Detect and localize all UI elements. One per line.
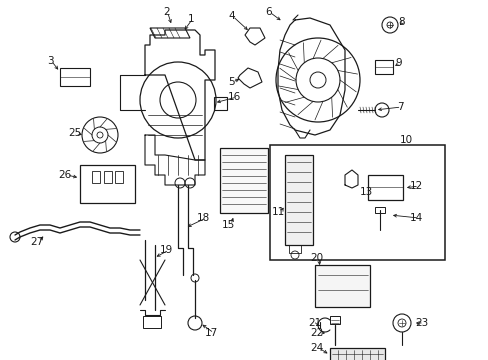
- Text: 1: 1: [187, 14, 194, 24]
- Bar: [374, 207, 384, 213]
- Text: 16: 16: [227, 92, 241, 102]
- Bar: [142, 316, 161, 328]
- Text: 14: 14: [409, 213, 423, 223]
- Text: 18: 18: [197, 213, 210, 223]
- Text: 10: 10: [399, 135, 412, 145]
- Bar: [214, 97, 226, 110]
- Bar: [115, 171, 123, 183]
- Text: 21: 21: [307, 318, 321, 328]
- Bar: [60, 68, 90, 86]
- Text: 23: 23: [414, 318, 427, 328]
- Bar: [367, 175, 402, 200]
- Text: 6: 6: [264, 7, 271, 17]
- Bar: [80, 165, 135, 203]
- Bar: [329, 316, 339, 324]
- Bar: [92, 171, 100, 183]
- Text: 25: 25: [68, 128, 81, 138]
- Bar: [220, 148, 267, 213]
- Text: 8: 8: [397, 17, 404, 27]
- Text: 5: 5: [227, 77, 234, 87]
- Text: 3: 3: [47, 56, 54, 66]
- Text: 4: 4: [227, 11, 234, 21]
- Text: 2: 2: [163, 7, 169, 17]
- Bar: [269, 145, 444, 260]
- Text: 11: 11: [271, 207, 285, 217]
- Text: 7: 7: [396, 102, 403, 112]
- Text: 15: 15: [222, 220, 235, 230]
- Text: 26: 26: [58, 170, 71, 180]
- Bar: [104, 171, 112, 183]
- Bar: [288, 245, 301, 253]
- Bar: [285, 155, 312, 245]
- Bar: [314, 265, 369, 307]
- Text: 27: 27: [30, 237, 43, 247]
- Text: 12: 12: [409, 181, 423, 191]
- Text: 19: 19: [160, 245, 173, 255]
- Text: 24: 24: [309, 343, 323, 353]
- Bar: [329, 348, 384, 360]
- Text: 20: 20: [309, 253, 323, 263]
- Text: 17: 17: [204, 328, 218, 338]
- Text: 22: 22: [309, 328, 323, 338]
- Text: 9: 9: [394, 58, 401, 68]
- Text: 13: 13: [359, 187, 372, 197]
- Bar: [374, 60, 392, 74]
